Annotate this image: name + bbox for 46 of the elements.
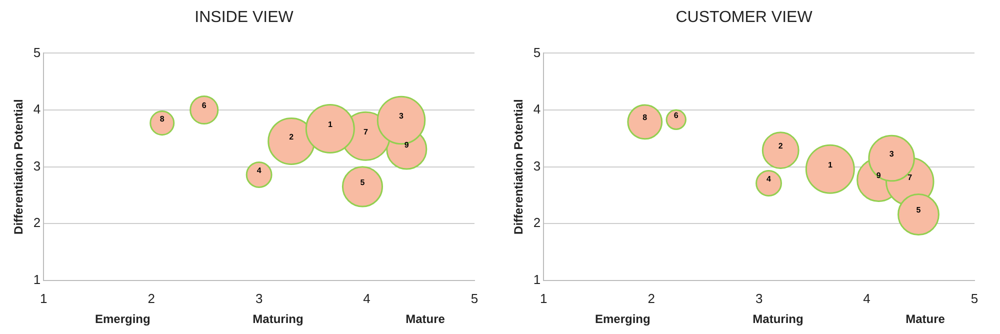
series-label: 6 — [202, 101, 207, 110]
text: Mature — [906, 312, 945, 326]
y-tick-label: 1 — [33, 272, 41, 287]
y-tick-label: 4 — [33, 102, 41, 117]
series-label: 4 — [766, 174, 772, 184]
series-label: 4 — [256, 166, 262, 175]
series-label: 5 — [360, 178, 366, 187]
y-tick-label: 2 — [33, 215, 41, 230]
series-label: 6 — [674, 110, 679, 120]
chart-title: INSIDE VIEW — [194, 9, 294, 26]
text: Mature — [406, 312, 445, 326]
x-tick-label: 3 — [755, 290, 763, 306]
y-tick-label: 5 — [33, 44, 41, 60]
x-tick-label: 3 — [255, 290, 263, 306]
text: Maturing — [252, 312, 304, 326]
series-label: 1 — [328, 120, 333, 129]
series-label: 7 — [908, 172, 913, 182]
series-label: 5 — [916, 206, 922, 215]
series-label: 9 — [876, 171, 882, 180]
text: Emerging — [95, 312, 150, 326]
y-tick-label: 4 — [533, 102, 541, 117]
y-axis-title: Differentiation Potential — [12, 99, 26, 234]
x-tick-label: 2 — [148, 290, 155, 306]
y-tick-label: 1 — [533, 272, 541, 287]
series-label: 2 — [289, 132, 294, 142]
series-label: 2 — [778, 142, 784, 151]
series-label: 9 — [404, 140, 410, 150]
y-axis-title: Differentiation Potential — [512, 99, 526, 234]
x-tick-label: 4 — [863, 290, 870, 306]
series-label: 7 — [363, 127, 368, 136]
x-tick-label: 5 — [970, 290, 978, 306]
series-label: 3 — [889, 149, 894, 158]
text: Emerging — [595, 312, 650, 326]
y-tick-label: 5 — [533, 44, 541, 60]
x-tick-label: 4 — [363, 290, 370, 306]
series-label: 8 — [160, 114, 165, 124]
x-tick-label: 5 — [470, 290, 478, 306]
series-label: 8 — [642, 113, 648, 122]
chart-title: CUSTOMER VIEW — [676, 9, 814, 26]
y-tick-label: 2 — [533, 215, 541, 230]
y-tick-label: 3 — [33, 158, 41, 174]
series-label: 1 — [828, 160, 833, 170]
y-tick-label: 3 — [533, 158, 541, 174]
x-tick-label: 2 — [648, 290, 655, 306]
series-label: 3 — [399, 111, 404, 120]
text: Maturing — [752, 312, 804, 326]
